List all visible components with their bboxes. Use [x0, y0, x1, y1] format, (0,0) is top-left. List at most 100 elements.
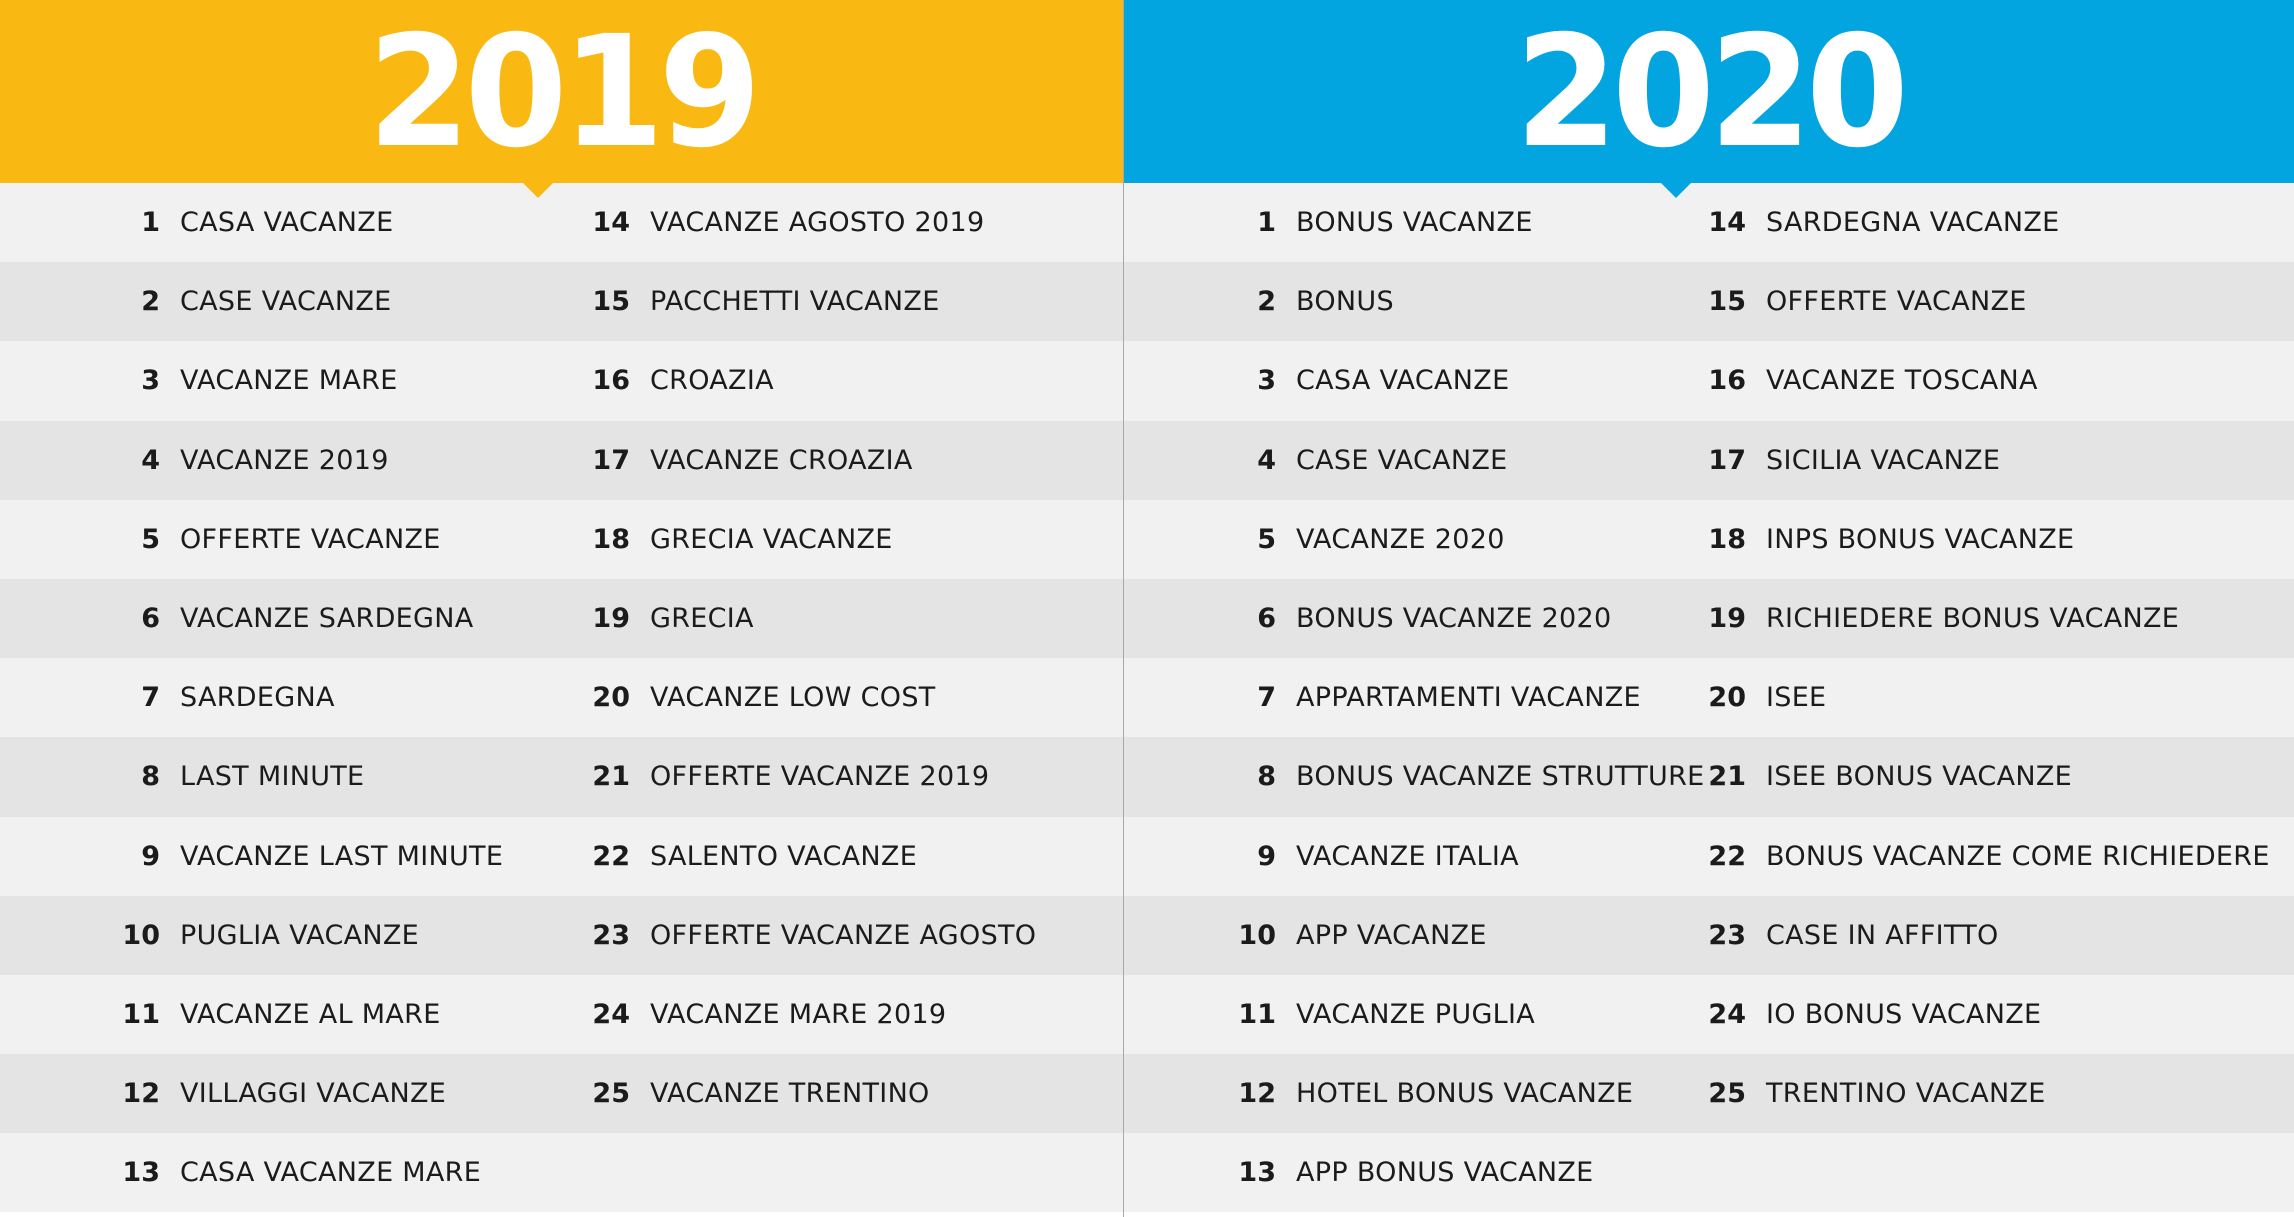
rank-number: 7: [1257, 682, 1276, 714]
search-term-label: SARDEGNA: [180, 682, 335, 714]
list-item: 7 SARDEGNA: [118, 658, 503, 737]
list-item: 16 CROAZIA: [588, 341, 1036, 420]
list-item: 8 LAST MINUTE: [118, 737, 503, 816]
list-item: 12 VILLAGGI VACANZE: [118, 1054, 503, 1133]
rank-number: 25: [1708, 1078, 1746, 1110]
panel-2019: 2019 1 CASA VACANZE 2 CASE VACANZE 3 VACANZE …: [0, 0, 1123, 1217]
rank-number: 19: [1708, 603, 1746, 635]
rank-number: 5: [1257, 523, 1276, 555]
search-term-label: OFFERTE VACANZE: [180, 523, 441, 555]
rank-number: 24: [592, 998, 630, 1030]
list-item: 20 ISEE: [1704, 658, 2270, 737]
row-band: [0, 262, 1123, 342]
row-band: [0, 499, 1123, 579]
list-item: 15 PACCHETTI VACANZE: [588, 262, 1036, 341]
rank-number: 24: [1708, 998, 1746, 1030]
search-term-label: VACANZE PUGLIA: [1296, 998, 1536, 1030]
search-term-label: VACANZE LAST MINUTE: [180, 840, 504, 872]
rank-number: 17: [1708, 444, 1746, 476]
list-item: 23 CASE IN AFFITTO: [1704, 896, 2270, 975]
list-item: 19 RICHIEDERE BONUS VACANZE: [1704, 579, 2270, 658]
rank-number: 18: [1708, 523, 1746, 555]
list-item: 22 BONUS VACANZE COME RICHIEDERE: [1704, 817, 2270, 896]
row-band: [1124, 578, 2294, 659]
list-item: 3 VACANZE MARE: [118, 341, 503, 420]
rank-number: 13: [1238, 1157, 1276, 1189]
list-item: 22 SALENTO VACANZE: [588, 817, 1036, 896]
row-band: [0, 341, 1123, 421]
rank-number: 20: [1708, 682, 1746, 714]
row-band: [0, 1133, 1123, 1213]
search-term-label: CASE VACANZE: [1296, 444, 1508, 476]
search-term-label: VACANZE TRENTINO: [650, 1078, 930, 1110]
search-term-label: VACANZE AL MARE: [180, 998, 441, 1030]
rank-number: 9: [141, 840, 160, 872]
list-item: 24 VACANZE MARE 2019: [588, 975, 1036, 1054]
column-2020-2: 14 SARDEGNA VACANZE 15 OFFERTE VACANZE 16 VAC…: [1704, 183, 2270, 1133]
row-band: [1124, 895, 2294, 975]
list-item: 9 VACANZE LAST MINUTE: [118, 817, 503, 896]
panel-divider: [1123, 0, 1124, 1217]
rank-number: 23: [1708, 919, 1746, 951]
search-term-label: CROAZIA: [650, 365, 774, 397]
rank-number: 1: [1257, 207, 1276, 239]
search-term-label: VACANZE 2019: [180, 444, 389, 476]
rank-number: 11: [1238, 998, 1276, 1030]
search-term-label: BONUS VACANZE 2020: [1296, 603, 1612, 635]
rows-2019: 1 CASA VACANZE 2 CASE VACANZE 3 VACANZE MARE 4…: [0, 183, 1123, 1217]
rank-number: 14: [592, 207, 630, 239]
search-term-label: CASE VACANZE: [180, 286, 392, 318]
rank-number: 15: [592, 286, 630, 318]
row-band: [1124, 816, 2294, 896]
rank-number: 10: [122, 919, 160, 951]
search-term-label: OFFERTE VACANZE: [1766, 286, 2027, 318]
row-band: [1124, 499, 2294, 579]
row-band: [1124, 341, 2294, 421]
list-item: 25 TRENTINO VACANZE: [1704, 1054, 2270, 1133]
list-item: 5 OFFERTE VACANZE: [118, 500, 503, 579]
search-term-label: HOTEL BONUS VACANZE: [1296, 1078, 1634, 1110]
search-term-label: APPARTAMENTI VACANZE: [1296, 682, 1641, 714]
search-term-label: VACANZE AGOSTO 2019: [650, 207, 985, 239]
panel-2020: 2020 1 BONUS VACANZE 2 BONUS 3 CASA VACANZE 4 C…: [1124, 0, 2294, 1217]
list-item: 13 CASA VACANZE MARE: [118, 1133, 503, 1212]
column-2019-2: 14 VACANZE AGOSTO 2019 15 PACCHETTI VACANZE…: [588, 183, 1036, 1133]
search-term-label: LAST MINUTE: [180, 761, 365, 793]
list-item: 18 INPS BONUS VACANZE: [1704, 500, 2270, 579]
search-term-label: VILLAGGI VACANZE: [180, 1078, 447, 1110]
column-2019-1: 1 CASA VACANZE 2 CASE VACANZE 3 VACANZE MARE 4…: [118, 183, 503, 1212]
search-term-label: GRECIA: [650, 603, 754, 635]
list-item: 10 PUGLIA VACANZE: [118, 896, 503, 975]
row-band: [0, 737, 1123, 817]
rank-number: 17: [592, 444, 630, 476]
rank-number: 12: [122, 1078, 160, 1110]
row-band: [1124, 1054, 2294, 1134]
row-band: [0, 658, 1123, 738]
row-band: [1124, 658, 2294, 738]
row-band: [1124, 974, 2294, 1055]
search-term-label: VACANZE SARDEGNA: [180, 603, 474, 635]
search-term-label: CASA VACANZE: [1296, 365, 1510, 397]
list-item: 16 VACANZE TOSCANA: [1704, 341, 2270, 420]
list-item: 17 SICILIA VACANZE: [1704, 421, 2270, 500]
list-item: 1 BONUS VACANZE: [1234, 183, 1705, 262]
rank-number: 12: [1238, 1078, 1276, 1110]
list-item: 6 BONUS VACANZE 2020: [1234, 579, 1705, 658]
search-term-label: APP BONUS VACANZE: [1296, 1157, 1594, 1189]
list-item: 12 HOTEL BONUS VACANZE: [1234, 1054, 1705, 1133]
list-item: 21 ISEE BONUS VACANZE: [1704, 737, 2270, 816]
row-band: [1124, 183, 2294, 263]
rank-number: 4: [1257, 444, 1276, 476]
rank-number: 6: [141, 603, 160, 635]
row-band: [0, 816, 1123, 896]
rank-number: 5: [141, 523, 160, 555]
search-term-label: VACANZE MARE: [180, 365, 398, 397]
rank-number: 3: [1257, 365, 1276, 397]
search-term-label: BONUS VACANZE STRUTTURE: [1296, 761, 1705, 793]
list-item: 9 VACANZE ITALIA: [1234, 817, 1705, 896]
list-item: 21 OFFERTE VACANZE 2019: [588, 737, 1036, 816]
rank-number: 7: [141, 682, 160, 714]
search-term-label: VACANZE 2020: [1296, 523, 1505, 555]
search-term-label: VACANZE LOW COST: [650, 682, 936, 714]
